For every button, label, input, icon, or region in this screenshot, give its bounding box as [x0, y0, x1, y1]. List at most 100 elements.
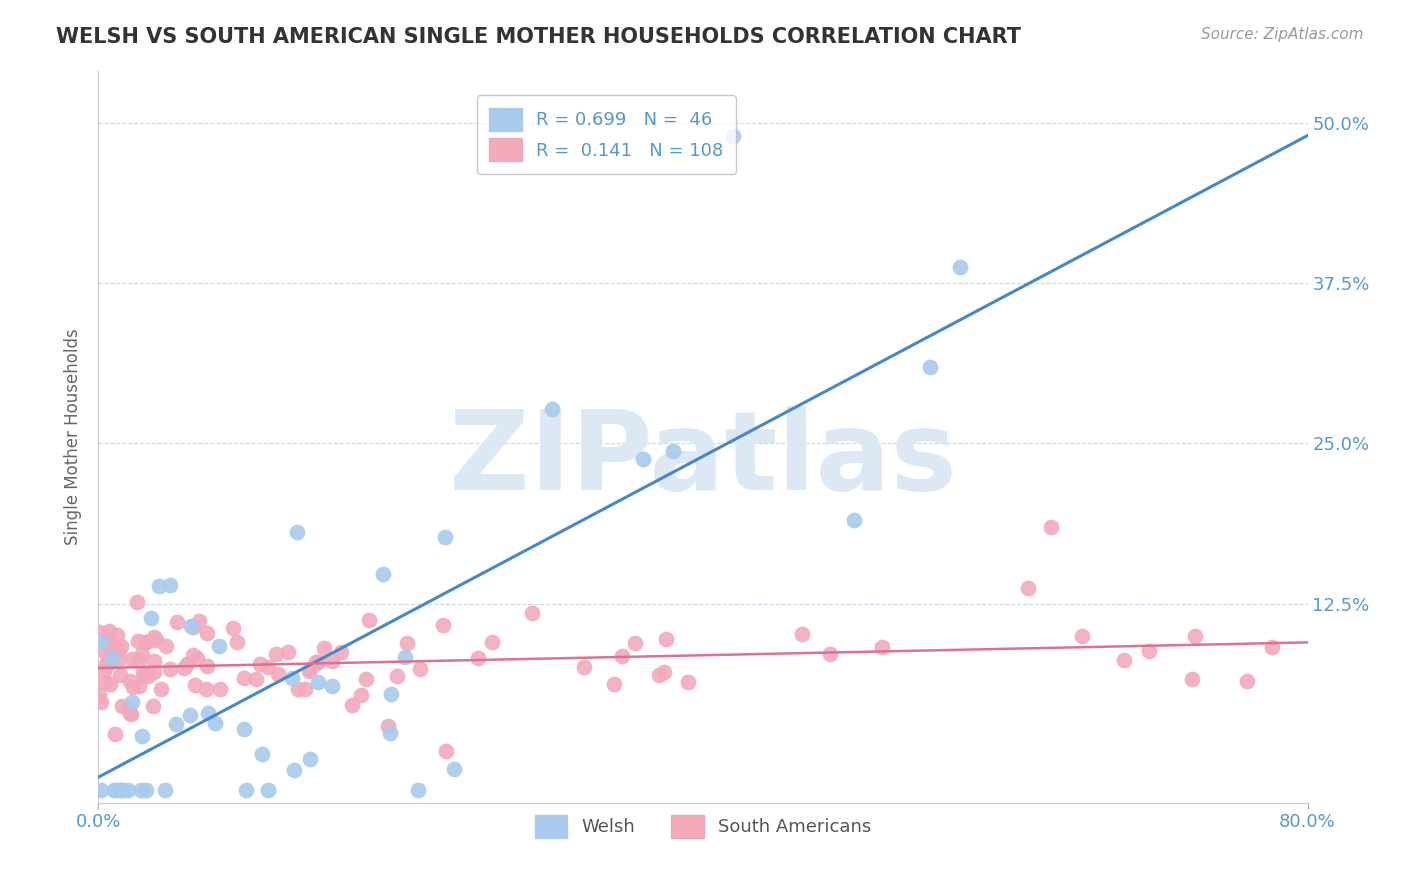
Point [159, 662, 181, 676]
Point [129, 783, 152, 797]
Point [676, 675, 699, 690]
Point [122, 680, 145, 694]
Point [104, 783, 127, 797]
Text: WELSH VS SOUTH AMERICAN SINGLE MOTHER HOUSEHOLDS CORRELATION CHART: WELSH VS SOUTH AMERICAN SINGLE MOTHER HO… [56, 27, 1021, 46]
Point [305, 655, 328, 669]
Point [443, 762, 465, 776]
Point [149, 681, 172, 696]
Point [145, 632, 167, 647]
Point [342, 698, 364, 712]
Point [90, 695, 112, 709]
Point [233, 671, 256, 685]
Point [104, 727, 127, 741]
Point [94, 657, 117, 672]
Point [481, 634, 503, 648]
Point [142, 665, 165, 679]
Point [298, 662, 321, 676]
Point [103, 783, 125, 797]
Point [117, 702, 139, 716]
Point [209, 681, 232, 696]
Point [540, 401, 562, 416]
Point [818, 647, 841, 661]
Point [314, 640, 336, 655]
Point [250, 747, 273, 762]
Point [572, 659, 595, 673]
Point [127, 634, 149, 648]
Point [723, 128, 745, 143]
Point [121, 695, 143, 709]
Point [356, 672, 378, 686]
Point [949, 260, 972, 275]
Point [136, 669, 159, 683]
Point [226, 635, 249, 649]
Point [93, 664, 115, 678]
Point [520, 607, 543, 621]
Point [127, 595, 149, 609]
Point [107, 653, 129, 667]
Point [155, 639, 177, 653]
Point [181, 620, 204, 634]
Point [235, 783, 257, 797]
Point [283, 763, 305, 777]
Point [118, 673, 141, 688]
Point [184, 678, 207, 692]
Point [197, 706, 219, 720]
Point [285, 525, 308, 540]
Point [233, 722, 256, 736]
Point [870, 640, 893, 654]
Point [148, 578, 170, 592]
Point [181, 648, 204, 663]
Point [96, 658, 118, 673]
Point [350, 688, 373, 702]
Point [131, 647, 153, 661]
Point [142, 654, 165, 668]
Point [121, 651, 143, 665]
Point [94, 645, 117, 659]
Point [128, 679, 150, 693]
Point [90, 634, 112, 648]
Point [409, 663, 432, 677]
Point [98, 624, 121, 639]
Point [107, 642, 129, 657]
Point [380, 686, 402, 700]
Point [90, 783, 112, 797]
Point [194, 681, 217, 696]
Point [135, 783, 157, 797]
Point [208, 639, 231, 653]
Point [257, 783, 280, 797]
Point [195, 626, 218, 640]
Point [1039, 520, 1062, 534]
Point [166, 615, 188, 629]
Point [371, 566, 394, 581]
Point [153, 783, 176, 797]
Point [100, 651, 122, 665]
Point [165, 717, 187, 731]
Point [141, 611, 163, 625]
Point [142, 698, 165, 713]
Text: ZIPatlas: ZIPatlas [449, 406, 957, 513]
Point [89, 624, 111, 639]
Point [173, 661, 195, 675]
Point [179, 707, 201, 722]
Point [118, 706, 141, 720]
Point [107, 628, 129, 642]
Point [648, 667, 671, 681]
Point [792, 627, 814, 641]
Point [204, 716, 226, 731]
Point [612, 649, 634, 664]
Point [97, 634, 120, 648]
Point [1181, 672, 1204, 686]
Point [111, 783, 134, 797]
Point [1017, 581, 1039, 595]
Point [436, 744, 458, 758]
Point [330, 645, 353, 659]
Point [110, 668, 132, 682]
Point [298, 664, 321, 678]
Point [187, 614, 209, 628]
Point [281, 671, 304, 685]
Y-axis label: Single Mother Households: Single Mother Households [65, 329, 83, 545]
Point [100, 644, 122, 658]
Point [406, 783, 429, 797]
Point [1236, 673, 1258, 688]
Point [1070, 629, 1092, 643]
